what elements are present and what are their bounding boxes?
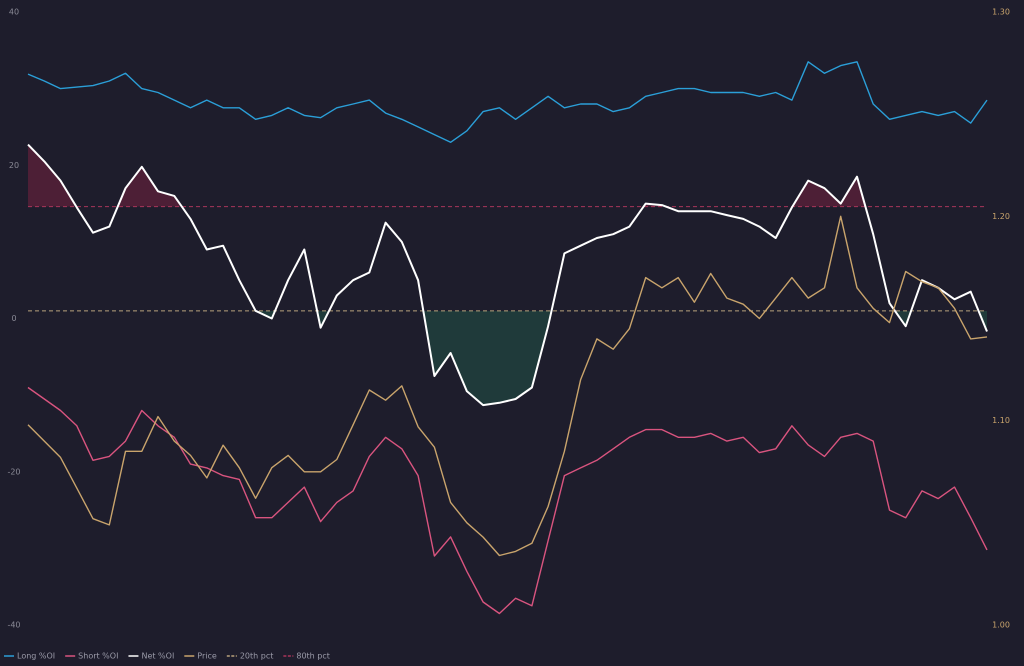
threshold-fill	[28, 144, 987, 207]
legend-label: 20th pct	[240, 652, 274, 661]
y2-tick-label: 1.10	[992, 416, 1010, 425]
legend-label: Net %OI	[141, 652, 174, 661]
y-tick-label: 20	[9, 161, 19, 170]
legend-label: Price	[197, 652, 217, 661]
y2-tick-label: 1.00	[992, 621, 1010, 630]
threshold-fill	[28, 310, 987, 406]
y-tick-label: 40	[9, 8, 19, 17]
legend-label: 80th pct	[296, 652, 330, 661]
y-tick-label: -20	[7, 467, 20, 476]
series-line	[27, 215, 988, 557]
y2-tick-label: 1.20	[992, 212, 1010, 221]
y2-tick-label: 1.30	[992, 8, 1010, 17]
y-tick-label: -40	[7, 621, 20, 630]
series-line	[27, 386, 988, 615]
legend-label: Short %OI	[78, 652, 118, 661]
series-line	[27, 143, 988, 407]
y-tick-label: 0	[11, 314, 16, 323]
series-line	[27, 61, 988, 143]
legend-label: Long %OI	[17, 652, 55, 661]
